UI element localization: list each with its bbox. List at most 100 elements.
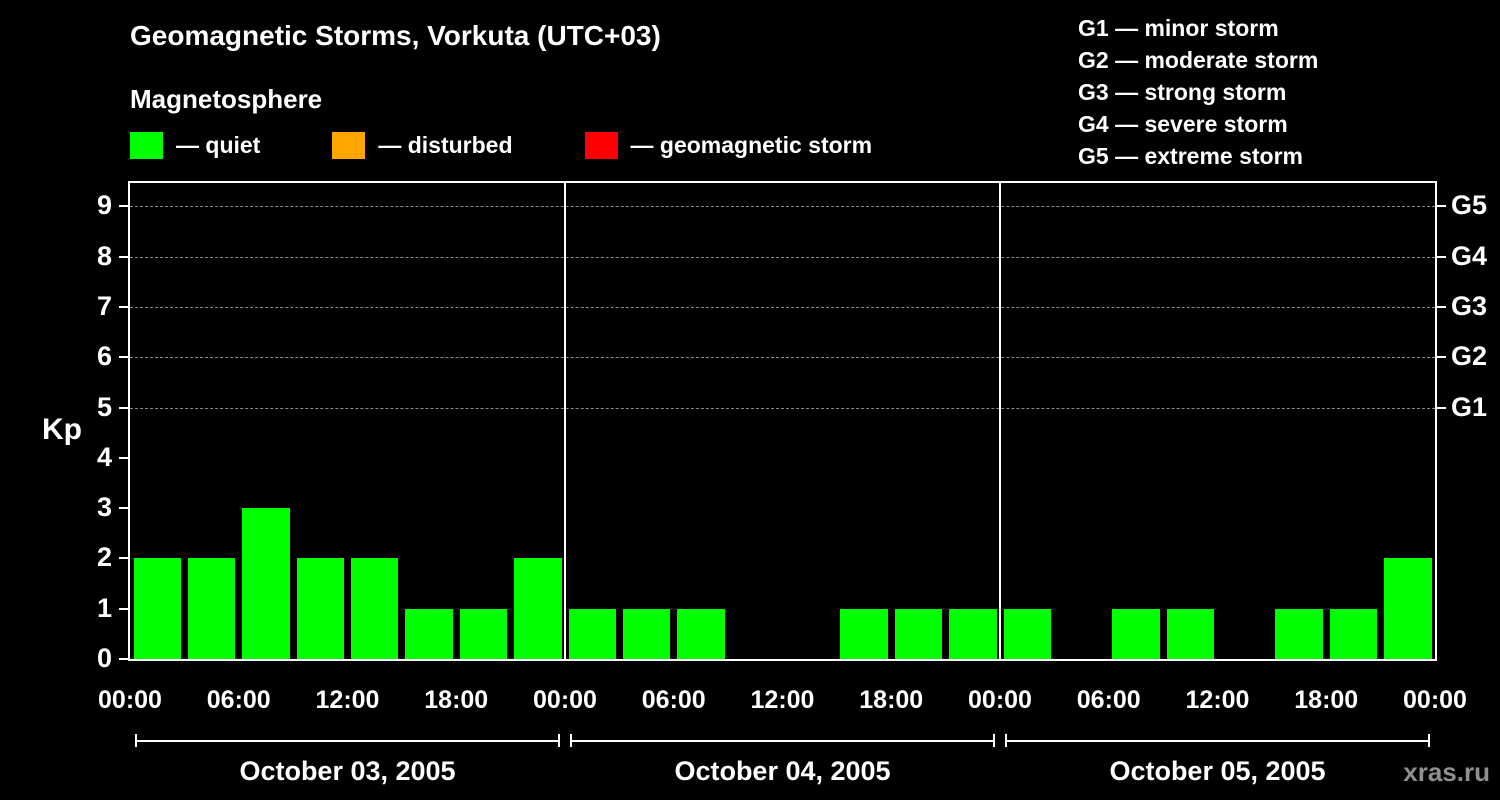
gridline <box>130 306 1435 308</box>
g-scale-legend-line: G3 — strong storm <box>1078 79 1287 105</box>
y-tick-label: 4 <box>96 441 112 472</box>
y-axis-tick <box>119 255 128 258</box>
legend-item-label: — quiet <box>176 132 261 158</box>
date-bracket-cap <box>993 734 995 747</box>
g-axis-tick <box>1437 305 1446 308</box>
g-axis-tick <box>1437 356 1446 359</box>
g-axis-label: G5 <box>1451 190 1488 221</box>
date-bracket <box>135 740 560 742</box>
x-tick-label: 18:00 <box>424 686 489 714</box>
legend-item-label: — geomagnetic storm <box>630 132 873 158</box>
kp-bar <box>351 558 399 659</box>
gridline <box>130 256 1435 258</box>
y-tick-label: 6 <box>96 341 112 372</box>
x-tick-label: 06:00 <box>206 686 271 714</box>
chart-subtitle: Magnetosphere <box>130 84 323 114</box>
g-scale-legend-line: G1 — minor storm <box>1078 15 1279 41</box>
y-tick-label: 3 <box>96 492 112 523</box>
x-tick-label: 12:00 <box>1185 686 1250 714</box>
g-axis-tick <box>1437 255 1446 258</box>
kp-bar <box>514 558 562 659</box>
x-tick-label: 00:00 <box>1403 686 1467 714</box>
g-axis-tick <box>1437 406 1446 409</box>
kp-bar <box>622 608 671 659</box>
kp-bar <box>1384 558 1432 659</box>
kp-bar <box>1112 608 1160 659</box>
date-bracket <box>570 740 995 742</box>
y-axis-label: Kp <box>42 413 82 446</box>
y-tick-label: 2 <box>96 542 112 573</box>
y-axis-tick <box>119 356 128 359</box>
date-bracket-cap <box>1005 734 1007 747</box>
kp-bar <box>677 608 725 659</box>
kp-bar <box>1329 608 1378 659</box>
kp-bar <box>133 558 181 659</box>
kp-bar <box>568 608 616 659</box>
kp-bar <box>405 608 453 659</box>
legend-item: — geomagnetic storm <box>584 132 873 159</box>
gridline <box>130 407 1435 409</box>
y-tick-label: 7 <box>96 290 112 321</box>
x-tick-label: 18:00 <box>1294 686 1359 714</box>
g-axis-tick <box>1437 205 1446 208</box>
kp-bar <box>1003 608 1051 659</box>
date-bracket-cap <box>1428 734 1430 747</box>
y-axis-tick <box>119 658 128 660</box>
chart-title: Geomagnetic Storms, Vorkuta (UTC+03) <box>130 20 661 51</box>
y-tick-label: 5 <box>96 391 112 422</box>
disturbed-color-swatch <box>332 132 366 159</box>
kp-bar <box>1166 608 1214 659</box>
g-scale-legend-line: G4 — severe storm <box>1078 111 1288 137</box>
x-tick-label: 00:00 <box>968 686 1032 714</box>
x-tick-label: 18:00 <box>859 686 924 714</box>
y-axis-tick <box>119 557 128 560</box>
kp-bar <box>894 608 943 659</box>
kp-bar <box>242 508 290 659</box>
date-label: October 04, 2005 <box>674 756 891 786</box>
date-bracket <box>1005 740 1430 742</box>
y-axis-tick <box>119 456 128 459</box>
kp-bar <box>187 558 236 659</box>
date-label: October 03, 2005 <box>239 756 456 786</box>
y-axis-tick <box>119 305 128 308</box>
kp-bar <box>459 608 508 659</box>
x-tick-label: 06:00 <box>1076 686 1141 714</box>
x-tick-label: 12:00 <box>315 686 380 714</box>
y-axis-tick <box>119 607 128 610</box>
g-axis-label: G2 <box>1451 341 1488 372</box>
g-axis-label: G4 <box>1451 240 1488 271</box>
y-tick-label: 0 <box>96 643 112 673</box>
y-tick-label: 9 <box>96 190 112 221</box>
x-tick-label: 00:00 <box>533 686 597 714</box>
day-divider <box>564 183 566 659</box>
date-bracket-cap <box>558 734 560 747</box>
g-axis-label: G3 <box>1451 290 1488 321</box>
y-tick-label: 8 <box>96 240 112 271</box>
date-bracket-cap <box>570 734 572 747</box>
storm-color-swatch <box>584 132 618 159</box>
plot-area <box>128 181 1437 661</box>
kp-bar <box>296 558 344 659</box>
quiet-color-swatch <box>130 132 163 159</box>
date-label: October 05, 2005 <box>1109 756 1326 786</box>
g-axis-label: G1 <box>1451 391 1488 422</box>
x-tick-label: 06:00 <box>641 686 706 714</box>
y-tick-label: 1 <box>96 592 112 623</box>
day-divider <box>999 183 1001 659</box>
x-tick-label: 00:00 <box>98 686 162 714</box>
legend-item-label: — disturbed <box>378 132 513 158</box>
g-scale-legend: G1 — minor storm G2 — moderate storm G3 — … <box>1078 12 1318 172</box>
kp-color-legend: — quiet — disturbed — geomagnetic storm <box>130 132 944 159</box>
gridline <box>130 206 1435 208</box>
legend-item: — quiet <box>130 132 260 159</box>
g-scale-legend-line: G5 — extreme storm <box>1078 143 1303 169</box>
x-tick-label: 12:00 <box>750 686 815 714</box>
y-axis-tick <box>119 205 128 208</box>
gridline <box>130 357 1435 359</box>
kp-bar <box>949 608 997 659</box>
watermark: xras.ru <box>1403 757 1490 787</box>
legend-item: — disturbed <box>332 132 513 159</box>
kp-bar <box>1275 608 1323 659</box>
g-scale-legend-line: G2 — moderate storm <box>1078 47 1319 73</box>
